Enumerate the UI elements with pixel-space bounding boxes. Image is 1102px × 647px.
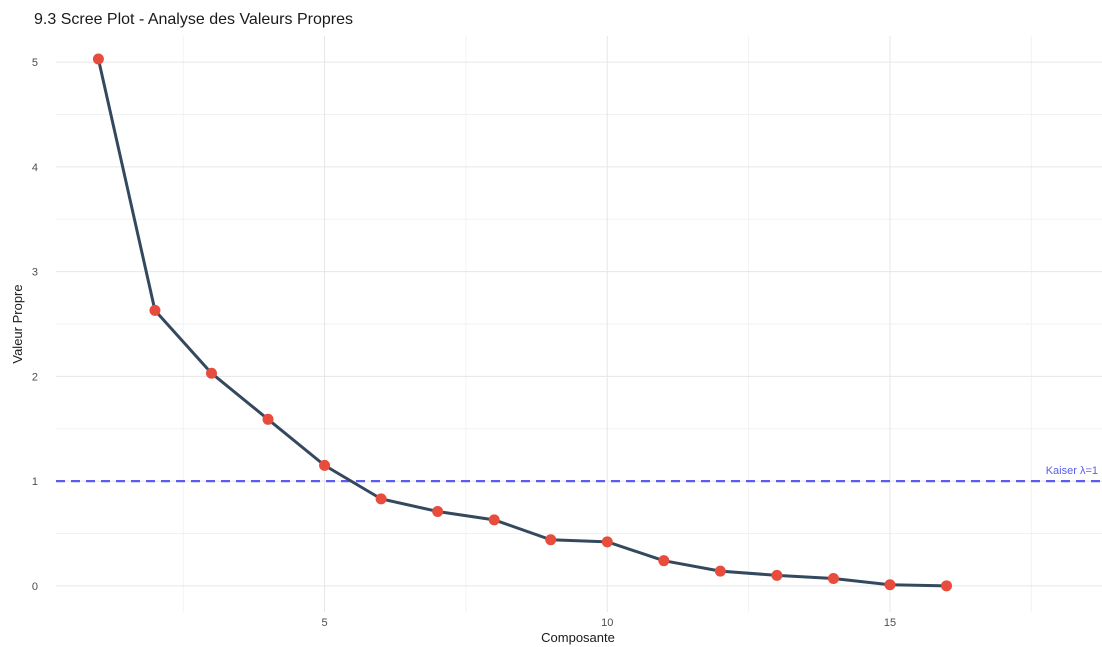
- data-point: [205, 367, 217, 379]
- data-point: [941, 580, 953, 592]
- y-tick-label: 1: [32, 476, 38, 488]
- data-point: [488, 514, 500, 526]
- data-point: [545, 534, 557, 546]
- data-point: [432, 505, 444, 517]
- data-point: [771, 569, 783, 581]
- x-tick-label: 10: [601, 617, 613, 629]
- data-point: [714, 565, 726, 577]
- data-point: [884, 579, 896, 591]
- data-point: [319, 459, 331, 471]
- grid-layer: [56, 36, 1102, 612]
- y-tick-label: 0: [32, 581, 38, 593]
- x-tick-label: 5: [322, 617, 328, 629]
- reference-layer: Kaiser λ=1: [56, 465, 1102, 483]
- y-tick-label: 2: [32, 371, 38, 383]
- x-tick-label: 15: [884, 617, 896, 629]
- y-tick-label: 5: [32, 57, 38, 69]
- x-axis-title: Composante: [541, 630, 615, 645]
- series-line: [96, 58, 947, 588]
- kaiser-reference-label: Kaiser λ=1: [1046, 465, 1098, 477]
- data-point: [375, 493, 387, 505]
- data-point: [92, 53, 104, 65]
- y-tick-label: 3: [32, 267, 38, 279]
- series-layer: [92, 53, 953, 592]
- data-point: [601, 536, 613, 548]
- data-point: [658, 555, 670, 567]
- data-point: [149, 304, 161, 316]
- y-tick-label: 4: [32, 162, 38, 174]
- y-axis-title: Valeur Propre: [10, 284, 25, 363]
- data-point: [827, 572, 839, 584]
- chart-title: 9.3 Scree Plot - Analyse des Valeurs Pro…: [34, 11, 353, 28]
- axis-layer: 5 10 15 0 1 2 3 4 5: [32, 57, 896, 629]
- data-point: [262, 413, 274, 425]
